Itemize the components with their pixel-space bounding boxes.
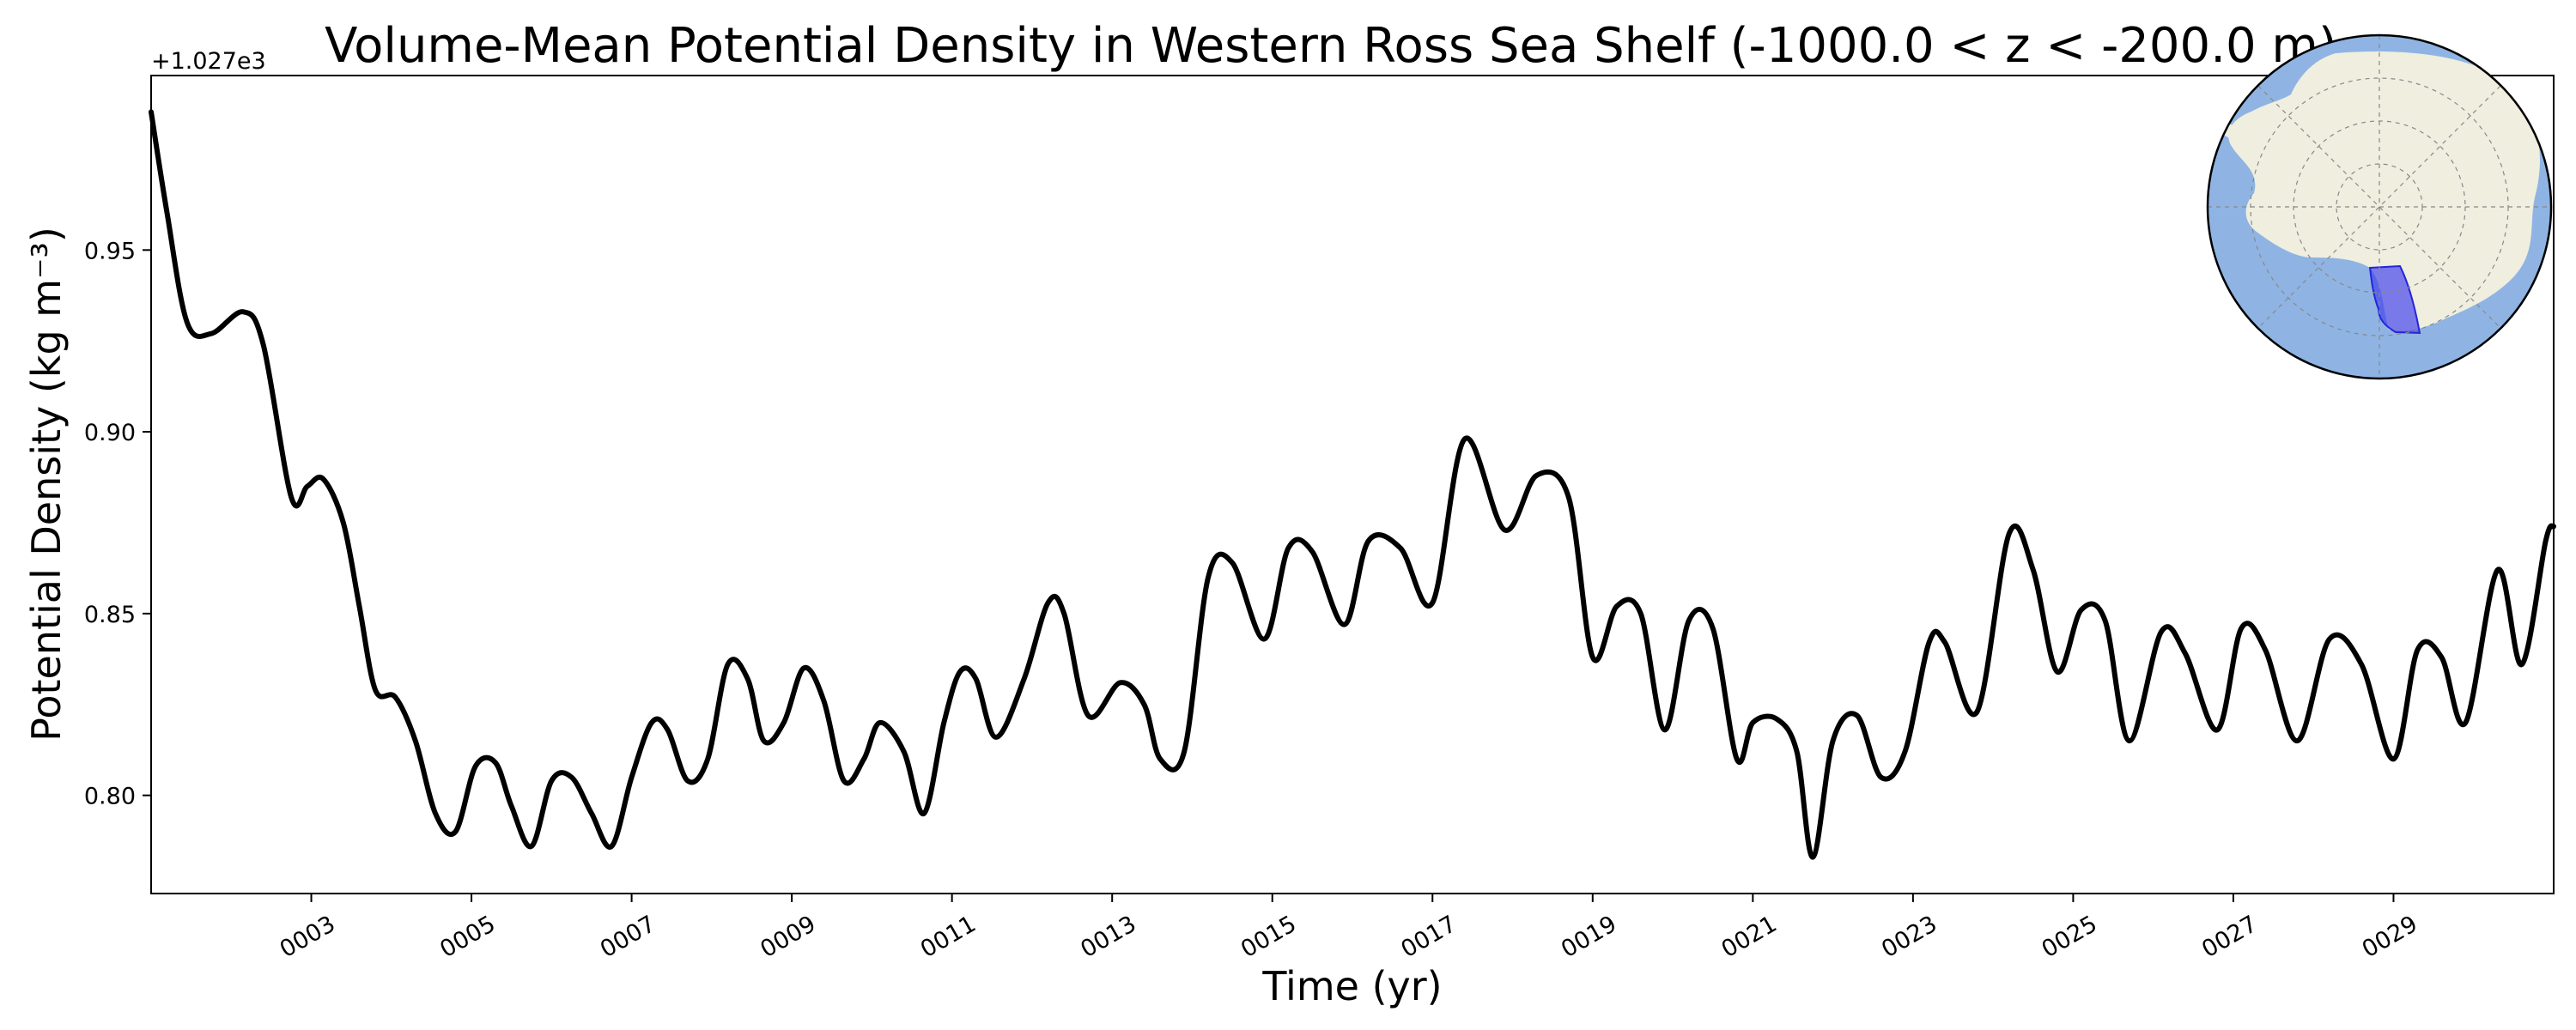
x-tick-label: 0009 bbox=[756, 911, 820, 963]
x-tick-label: 0011 bbox=[916, 911, 981, 963]
x-tick-label: 0021 bbox=[1717, 911, 1782, 963]
series-line bbox=[149, 109, 2556, 860]
y-tick-label: 0.90 bbox=[84, 420, 136, 446]
x-tick-label: 0007 bbox=[596, 911, 660, 963]
map-graticule bbox=[2208, 35, 2551, 379]
x-tick-label: 0017 bbox=[1397, 911, 1461, 963]
antarctica-inset-map bbox=[2206, 33, 2553, 380]
x-axis-ticks: 0003 0005 0007 0009 0011 0013 0015 0017 0019 0021… bbox=[276, 894, 2422, 963]
y-tick-label: 0.95 bbox=[84, 238, 136, 264]
y-axis-label: Potential Density (kg m⁻³) bbox=[23, 227, 70, 742]
map-border bbox=[2206, 33, 2553, 380]
chart-title: Volume-Mean Potential Density in Western… bbox=[325, 18, 2337, 74]
x-tick-label: 0019 bbox=[1557, 911, 1621, 963]
x-tick-label: 0027 bbox=[2197, 911, 2262, 963]
x-axis-label: Time (yr) bbox=[1261, 963, 1442, 1009]
antarctica-landmass bbox=[2228, 51, 2541, 331]
plot-content bbox=[149, 109, 2556, 860]
x-tick-label: 0003 bbox=[276, 911, 340, 963]
y-offset-label: +1.027e3 bbox=[151, 48, 266, 75]
x-tick-label: 0005 bbox=[435, 911, 500, 963]
y-axis-ticks: 0.80 0.85 0.90 0.95 bbox=[84, 238, 151, 810]
y-tick-label: 0.85 bbox=[84, 602, 136, 628]
y-tick-label: 0.80 bbox=[84, 784, 136, 810]
plot-area bbox=[151, 76, 2554, 894]
x-tick-label: 0025 bbox=[2038, 911, 2102, 963]
x-tick-label: 0023 bbox=[1877, 911, 1941, 963]
x-tick-label: 0015 bbox=[1236, 911, 1301, 963]
x-tick-label: 0029 bbox=[2358, 911, 2422, 963]
plot-frame bbox=[150, 75, 2555, 894]
x-tick-label: 0013 bbox=[1076, 911, 1140, 963]
